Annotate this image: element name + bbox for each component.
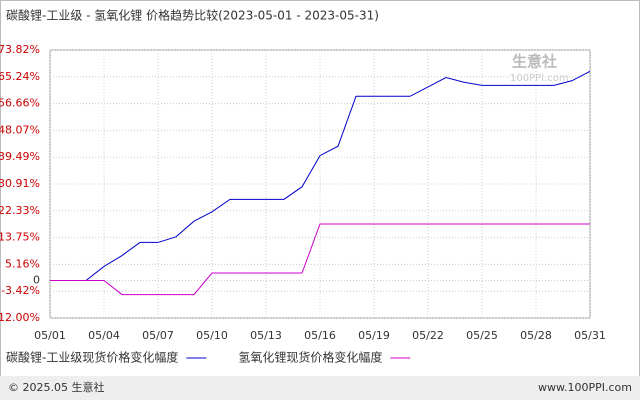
watermark: 100PPI.com [510, 73, 569, 84]
y-tick-label: 65.24% [0, 70, 40, 83]
x-tick-label: 05/07 [142, 329, 174, 342]
footer-right: www.100PPI.com [538, 381, 632, 394]
series-line [50, 70, 591, 282]
x-tick-label: 05/16 [304, 329, 336, 342]
y-tick-label: -12.00% [0, 311, 40, 324]
x-tick-label: 05/19 [358, 329, 390, 342]
y-tick-label: 30.91% [0, 177, 40, 190]
chart-title: 碳酸锂-工业级 - 氢氧化锂 价格趋势比较(2023-05-01 - 2023-… [6, 8, 379, 23]
x-tick-label: 05/22 [412, 329, 444, 342]
y-tick-label: 13.75% [0, 231, 40, 244]
x-tick-label: 05/28 [520, 329, 552, 342]
y-tick-label: 56.66% [0, 97, 40, 110]
y-tick-label: 22.33% [0, 204, 40, 217]
y-tick-label: 48.07% [0, 123, 40, 136]
watermark: 生意社 [512, 53, 557, 71]
footer-bar [0, 376, 640, 400]
y-tick-label: 0 [33, 274, 40, 287]
y-tick-label: 73.82% [0, 43, 40, 56]
series-line [50, 223, 590, 296]
legend-label: 碳酸锂-工业级现货价格变化幅度 [6, 350, 178, 365]
footer-left: © 2025.05 生意社 [8, 380, 104, 394]
x-tick-label: 05/04 [88, 329, 120, 342]
x-tick-label: 05/13 [250, 329, 282, 342]
x-tick-label: 05/01 [34, 329, 66, 342]
legend-label: 氢氧化锂现货价格变化幅度 [238, 350, 382, 365]
y-tick-label: 5.16% [5, 257, 40, 270]
x-tick-label: 05/31 [574, 329, 606, 342]
x-tick-label: 05/25 [466, 329, 498, 342]
y-tick-label: -3.42% [1, 284, 40, 297]
x-tick-label: 05/10 [196, 329, 228, 342]
y-tick-label: 39.49% [0, 150, 40, 163]
